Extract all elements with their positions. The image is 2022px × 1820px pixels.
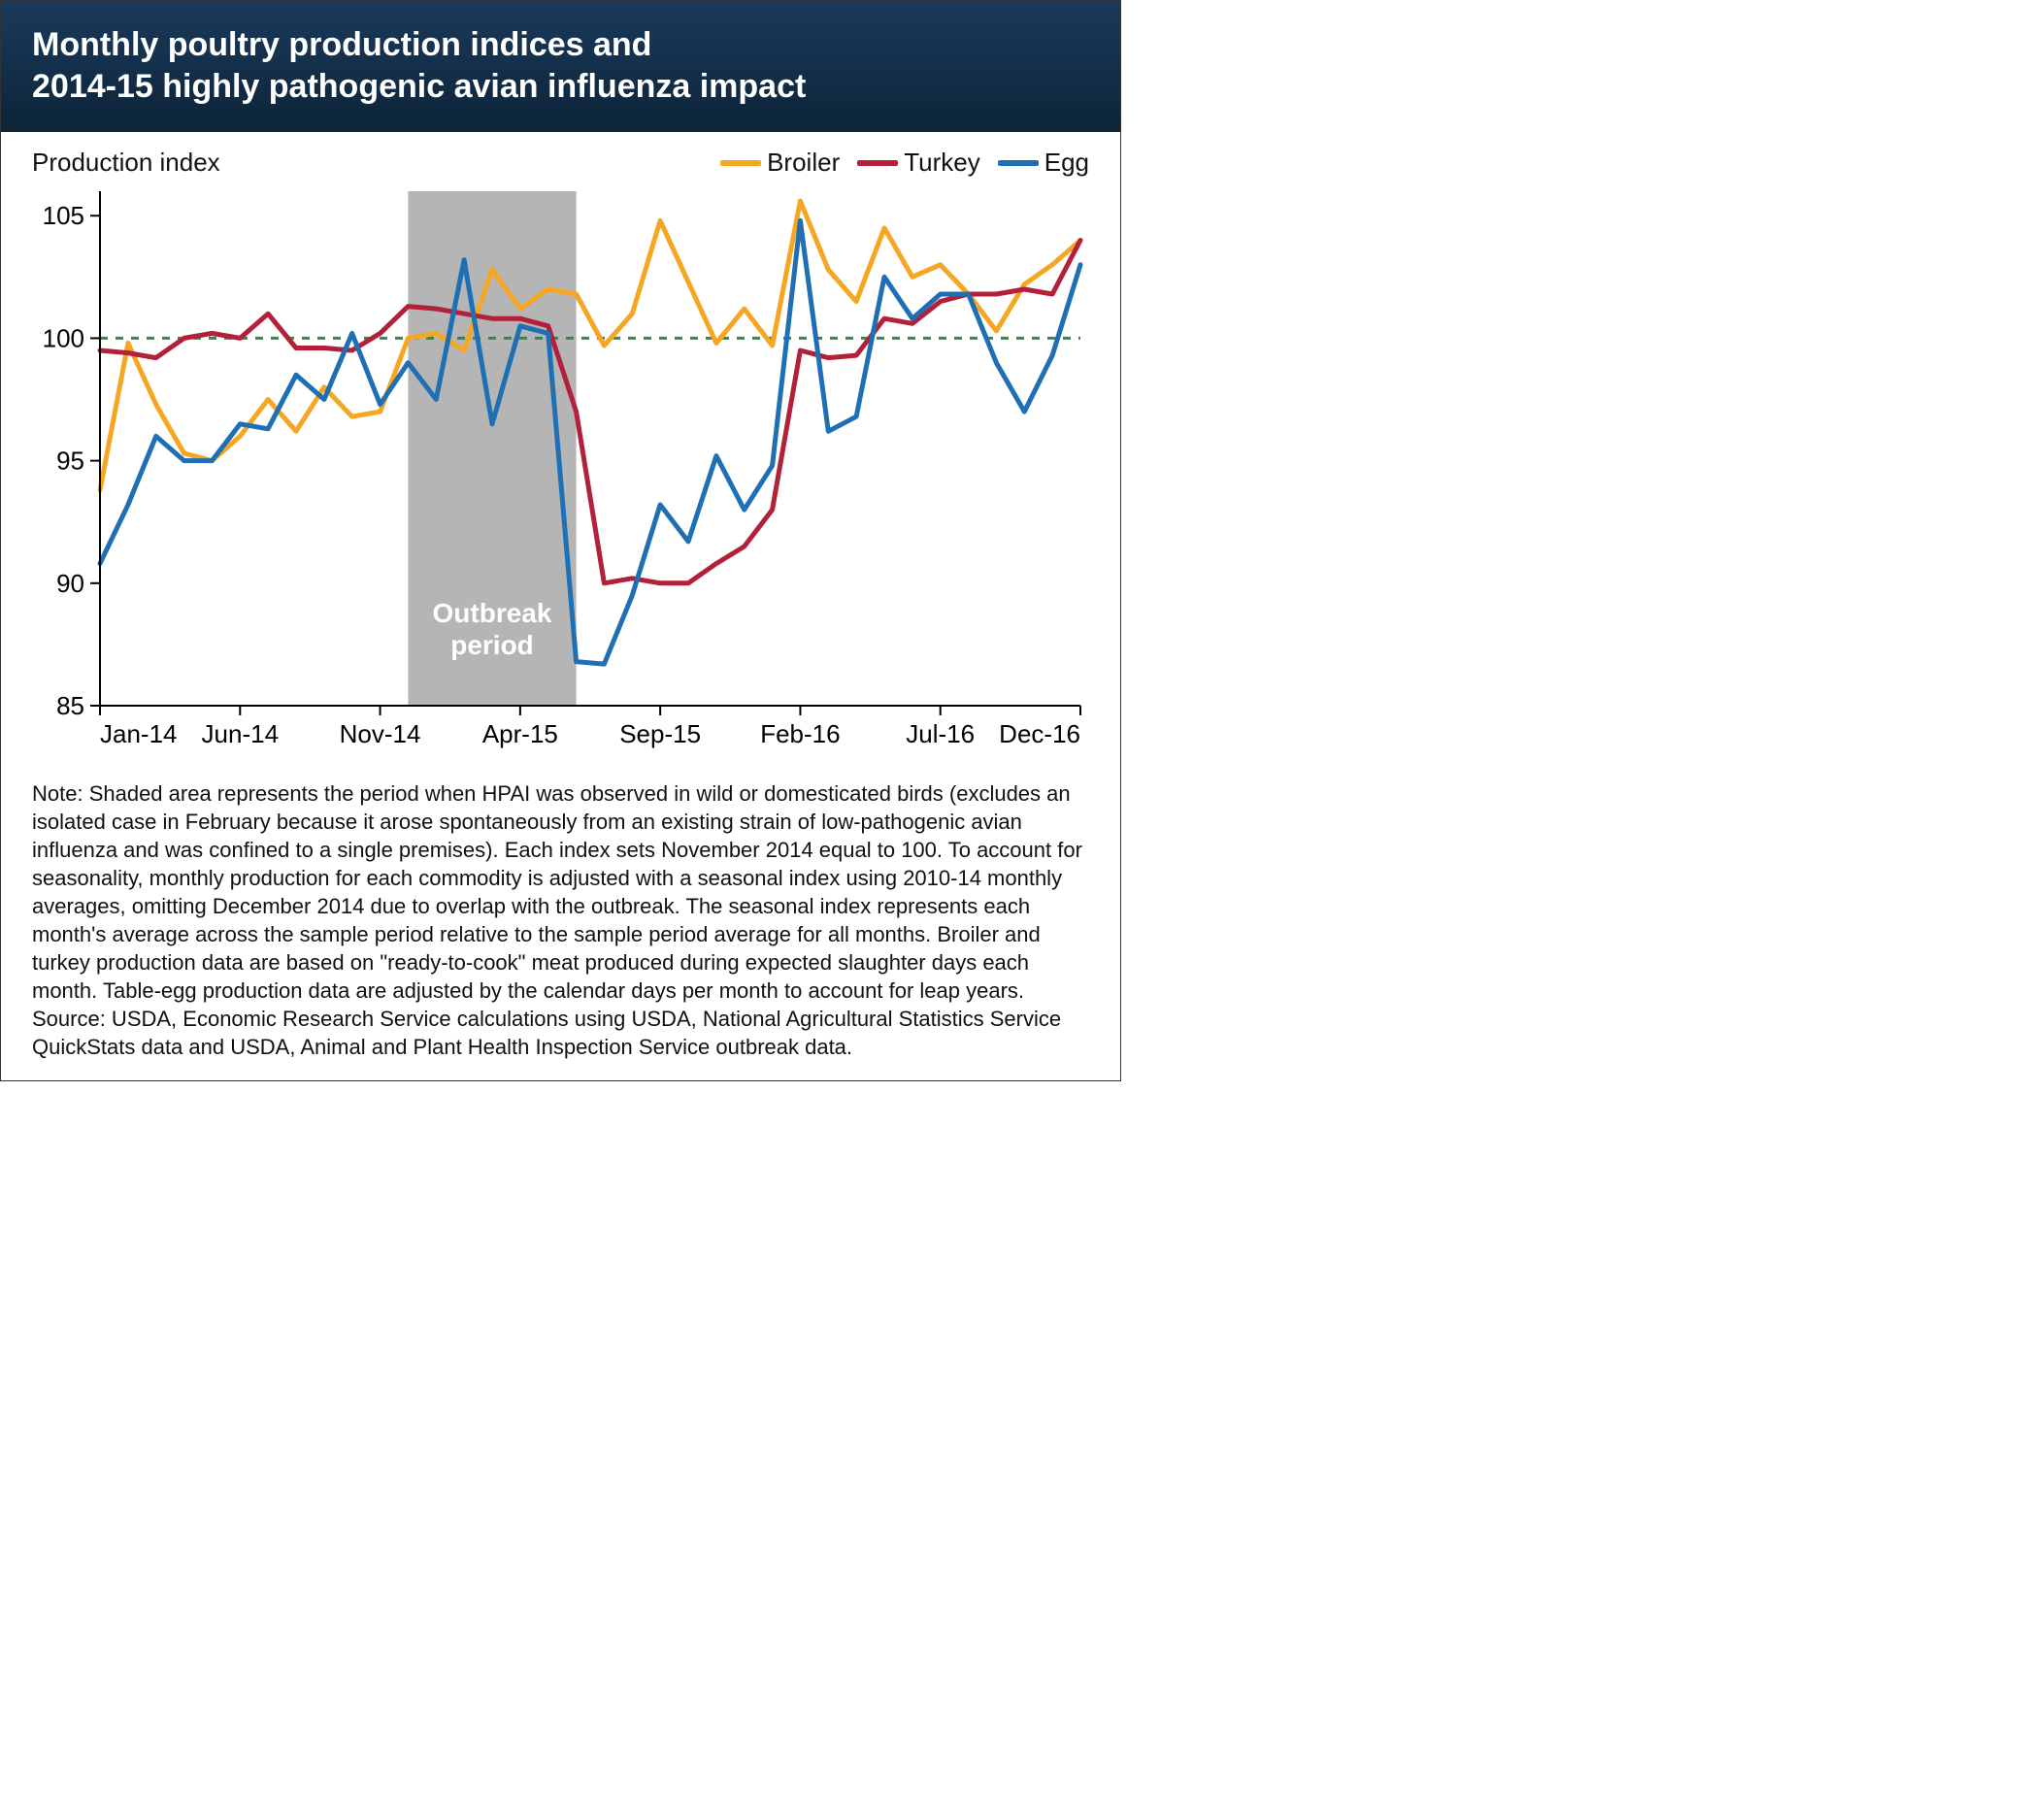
legend-item-turkey: Turkey bbox=[857, 148, 980, 178]
svg-text:period: period bbox=[450, 630, 534, 660]
title-line-2: 2014-15 highly pathogenic avian influenz… bbox=[32, 68, 806, 105]
legend-label-egg: Egg bbox=[1044, 148, 1089, 178]
footnote-text: Note: Shaded area represents the period … bbox=[32, 779, 1089, 1005]
footnote-block: Note: Shaded area represents the period … bbox=[1, 772, 1120, 1080]
chart-header-row: Production index Broiler Turkey Egg bbox=[32, 148, 1089, 178]
svg-text:Dec-16: Dec-16 bbox=[999, 719, 1080, 748]
svg-text:90: 90 bbox=[56, 569, 84, 598]
title-line-1: Monthly poultry production indices and bbox=[32, 26, 651, 63]
svg-text:Apr-15: Apr-15 bbox=[482, 719, 558, 748]
svg-text:Feb-16: Feb-16 bbox=[760, 719, 840, 748]
chart-container: Monthly poultry production indices and 2… bbox=[0, 0, 1121, 1081]
legend-label-turkey: Turkey bbox=[904, 148, 980, 178]
plot-area: 85 90 95 100 105 Jan-14 Jun-14 Nov-14 Apr-15 Sep-… bbox=[32, 182, 1090, 764]
svg-text:Jul-16: Jul-16 bbox=[906, 719, 975, 748]
legend-swatch-broiler bbox=[720, 160, 761, 166]
svg-text:105: 105 bbox=[43, 201, 84, 230]
source-text: Source: USDA, Economic Research Service … bbox=[32, 1005, 1089, 1061]
legend-item-broiler: Broiler bbox=[720, 148, 840, 178]
legend-item-egg: Egg bbox=[998, 148, 1089, 178]
svg-text:Sep-15: Sep-15 bbox=[619, 719, 701, 748]
svg-text:Jun-14: Jun-14 bbox=[202, 719, 280, 748]
legend-swatch-turkey bbox=[857, 160, 898, 166]
svg-text:Nov-14: Nov-14 bbox=[340, 719, 421, 748]
chart-title: Monthly poultry production indices and 2… bbox=[32, 24, 1089, 107]
legend: Broiler Turkey Egg bbox=[720, 148, 1089, 178]
legend-swatch-egg bbox=[998, 160, 1039, 166]
title-bar: Monthly poultry production indices and 2… bbox=[1, 1, 1120, 132]
svg-text:Jan-14: Jan-14 bbox=[100, 719, 178, 748]
svg-text:85: 85 bbox=[56, 691, 84, 720]
y-axis-title: Production index bbox=[32, 148, 220, 178]
line-chart-svg: 85 90 95 100 105 Jan-14 Jun-14 Nov-14 Apr-15 Sep-… bbox=[32, 182, 1090, 764]
svg-text:95: 95 bbox=[56, 447, 84, 476]
chart-body: Production index Broiler Turkey Egg 85 90… bbox=[1, 132, 1120, 772]
legend-label-broiler: Broiler bbox=[767, 148, 840, 178]
svg-text:Outbreak: Outbreak bbox=[433, 598, 552, 628]
svg-text:100: 100 bbox=[43, 323, 84, 352]
